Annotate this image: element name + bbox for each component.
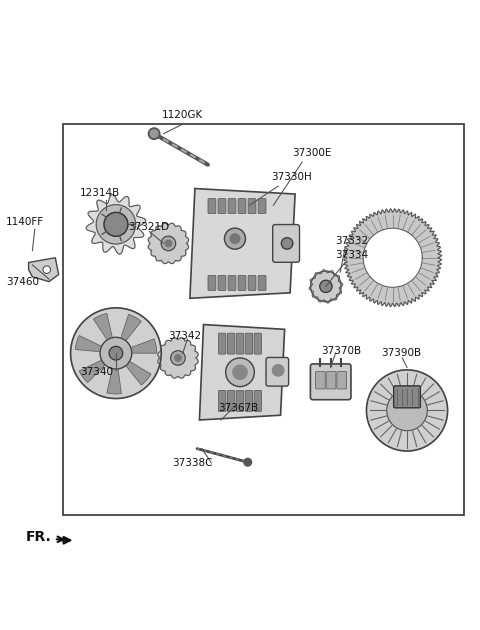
FancyBboxPatch shape	[266, 357, 288, 386]
FancyBboxPatch shape	[208, 275, 216, 290]
Polygon shape	[94, 313, 116, 353]
Text: 37334: 37334	[336, 250, 369, 260]
Circle shape	[171, 351, 185, 365]
FancyBboxPatch shape	[273, 224, 300, 262]
Circle shape	[366, 370, 447, 451]
FancyBboxPatch shape	[228, 275, 236, 290]
FancyBboxPatch shape	[394, 386, 420, 408]
Circle shape	[71, 308, 161, 399]
Polygon shape	[158, 338, 198, 378]
Text: 37332: 37332	[336, 236, 369, 246]
FancyBboxPatch shape	[258, 275, 266, 290]
Circle shape	[244, 459, 252, 466]
FancyBboxPatch shape	[208, 198, 216, 214]
FancyBboxPatch shape	[245, 333, 252, 354]
Circle shape	[161, 236, 176, 251]
Text: 37342: 37342	[168, 331, 202, 341]
Text: FR.: FR.	[25, 530, 51, 544]
FancyBboxPatch shape	[254, 333, 262, 354]
Text: 37321D: 37321D	[128, 222, 169, 232]
Polygon shape	[199, 324, 285, 420]
FancyBboxPatch shape	[315, 372, 325, 389]
Circle shape	[165, 240, 172, 247]
Polygon shape	[363, 228, 422, 287]
Text: 37338C: 37338C	[172, 458, 213, 468]
FancyBboxPatch shape	[326, 372, 336, 389]
FancyBboxPatch shape	[228, 391, 235, 411]
Polygon shape	[29, 258, 59, 282]
Polygon shape	[190, 188, 295, 298]
Circle shape	[273, 365, 284, 376]
FancyBboxPatch shape	[218, 275, 226, 290]
FancyBboxPatch shape	[254, 391, 262, 411]
Polygon shape	[75, 335, 116, 353]
Text: 37370B: 37370B	[321, 346, 361, 356]
Polygon shape	[79, 353, 116, 382]
FancyBboxPatch shape	[245, 391, 252, 411]
FancyBboxPatch shape	[218, 198, 226, 214]
Circle shape	[225, 228, 245, 249]
Polygon shape	[116, 314, 142, 353]
FancyBboxPatch shape	[258, 198, 266, 214]
Polygon shape	[86, 195, 146, 254]
FancyBboxPatch shape	[63, 124, 464, 515]
Circle shape	[96, 205, 136, 244]
Circle shape	[175, 355, 181, 361]
FancyBboxPatch shape	[228, 333, 235, 354]
FancyBboxPatch shape	[248, 198, 256, 214]
Text: 37340: 37340	[80, 367, 113, 377]
Circle shape	[104, 212, 128, 236]
FancyBboxPatch shape	[218, 333, 226, 354]
Text: 37300E: 37300E	[292, 148, 331, 158]
FancyBboxPatch shape	[248, 275, 256, 290]
Circle shape	[226, 358, 254, 387]
FancyBboxPatch shape	[228, 198, 236, 214]
Circle shape	[148, 128, 160, 139]
Text: 37460: 37460	[6, 277, 39, 287]
Circle shape	[320, 280, 332, 292]
Circle shape	[387, 390, 427, 431]
Circle shape	[233, 365, 247, 379]
Circle shape	[100, 337, 132, 369]
Polygon shape	[116, 353, 151, 385]
Text: 1120GK: 1120GK	[162, 110, 204, 120]
FancyBboxPatch shape	[236, 391, 244, 411]
Polygon shape	[107, 353, 121, 394]
Text: 1140FF: 1140FF	[6, 217, 44, 227]
Circle shape	[109, 346, 123, 360]
Polygon shape	[148, 223, 189, 263]
Circle shape	[150, 130, 158, 137]
Text: 37367B: 37367B	[218, 403, 259, 413]
FancyBboxPatch shape	[311, 364, 351, 399]
Circle shape	[281, 238, 293, 249]
FancyBboxPatch shape	[238, 198, 246, 214]
FancyBboxPatch shape	[236, 333, 244, 354]
Circle shape	[311, 271, 341, 302]
Text: 37330H: 37330H	[271, 171, 312, 181]
FancyBboxPatch shape	[218, 391, 226, 411]
Text: 12314B: 12314B	[80, 188, 120, 198]
Polygon shape	[344, 209, 442, 307]
Text: 37390B: 37390B	[381, 348, 421, 358]
Circle shape	[230, 234, 240, 243]
FancyBboxPatch shape	[337, 372, 347, 389]
Polygon shape	[116, 339, 157, 353]
Circle shape	[43, 266, 50, 273]
FancyBboxPatch shape	[238, 275, 246, 290]
